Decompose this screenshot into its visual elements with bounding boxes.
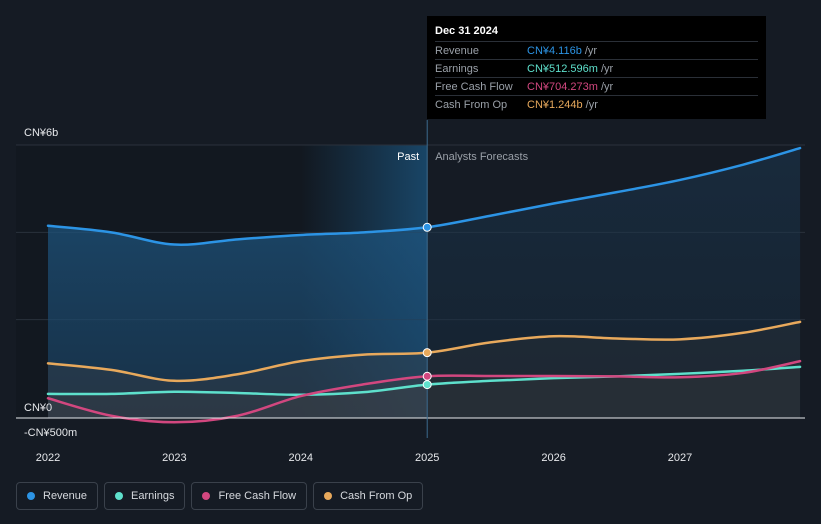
- x-tick-label: 2022: [36, 452, 60, 464]
- tooltip-unit: /yr: [600, 62, 614, 75]
- legend-item-cash-from-op[interactable]: Cash From Op: [313, 482, 424, 510]
- data-point-earnings: [422, 380, 432, 390]
- forecast-label: Analysts Forecasts: [435, 151, 528, 163]
- tooltip-unit: /yr: [600, 80, 614, 93]
- tooltip-row-earnings: Earnings CN¥512.596m /yr: [435, 59, 758, 77]
- legend-dot-icon: [115, 492, 124, 500]
- legend-dot-icon: [27, 492, 35, 500]
- y-tick-label: CN¥0: [24, 402, 52, 414]
- y-tick-label: -CN¥500m: [24, 427, 77, 439]
- area-revenue-past: [48, 225, 428, 418]
- tooltip-unit: /yr: [585, 98, 598, 111]
- x-tick-label: 2027: [668, 452, 692, 464]
- tooltip-row-free-cash-flow: Free Cash Flow CN¥704.273m /yr: [435, 77, 758, 95]
- data-point-revenue: [422, 222, 432, 232]
- tooltip-unit: /yr: [584, 44, 598, 57]
- area-free-cash-flow-past: [48, 376, 428, 423]
- legend: Revenue Earnings Free Cash Flow Cash Fro…: [16, 482, 424, 510]
- tooltip-row-revenue: Revenue CN¥4.116b /yr: [435, 41, 758, 59]
- tooltip-row-cash-from-op: Cash From Op CN¥1.244b /yr: [435, 95, 758, 113]
- legend-item-revenue[interactable]: Revenue: [16, 482, 99, 510]
- legend-dot-icon: [202, 492, 211, 500]
- y-tick-label: CN¥6b: [24, 127, 58, 139]
- legend-label: Free Cash Flow: [218, 490, 297, 502]
- data-point-free-cash-flow: [422, 371, 432, 381]
- legend-item-free-cash-flow[interactable]: Free Cash Flow: [191, 482, 308, 510]
- area-revenue-forecast: [427, 148, 801, 418]
- area-free-cash-flow-forecast: [427, 361, 801, 418]
- series-line-revenue: [46, 146, 802, 246]
- data-point-cash-from-op: [422, 348, 432, 358]
- tooltip-label: Earnings: [435, 62, 479, 75]
- tooltip: Dec 31 2024 Revenue CN¥4.116b /yr Earnin…: [427, 16, 766, 119]
- tooltip-value: CN¥4.116b: [527, 44, 582, 57]
- tooltip-label: Cash From Op: [435, 98, 508, 111]
- tooltip-value: CN¥512.596m: [527, 62, 598, 75]
- tooltip-label: Revenue: [435, 44, 480, 57]
- area-cash-from-op-past: [48, 352, 428, 418]
- legend-item-earnings[interactable]: Earnings: [104, 482, 186, 510]
- tooltip-date: Dec 31 2024: [435, 25, 498, 37]
- x-tick-label: 2023: [162, 452, 186, 464]
- legend-label: Earnings: [131, 490, 175, 502]
- tooltip-value: CN¥1.244b: [527, 98, 583, 111]
- legend-label: Revenue: [43, 490, 88, 502]
- tooltip-label: Free Cash Flow: [435, 80, 513, 93]
- past-label: Past: [397, 151, 419, 163]
- legend-dot-icon: [324, 492, 333, 500]
- x-tick-label: 2024: [289, 452, 313, 464]
- x-tick-label: 2025: [415, 452, 439, 464]
- x-tick-label: 2026: [541, 452, 565, 464]
- tooltip-value: CN¥704.273m: [527, 80, 598, 93]
- legend-label: Cash From Op: [340, 490, 413, 502]
- area-cash-from-op-forecast: [427, 321, 801, 418]
